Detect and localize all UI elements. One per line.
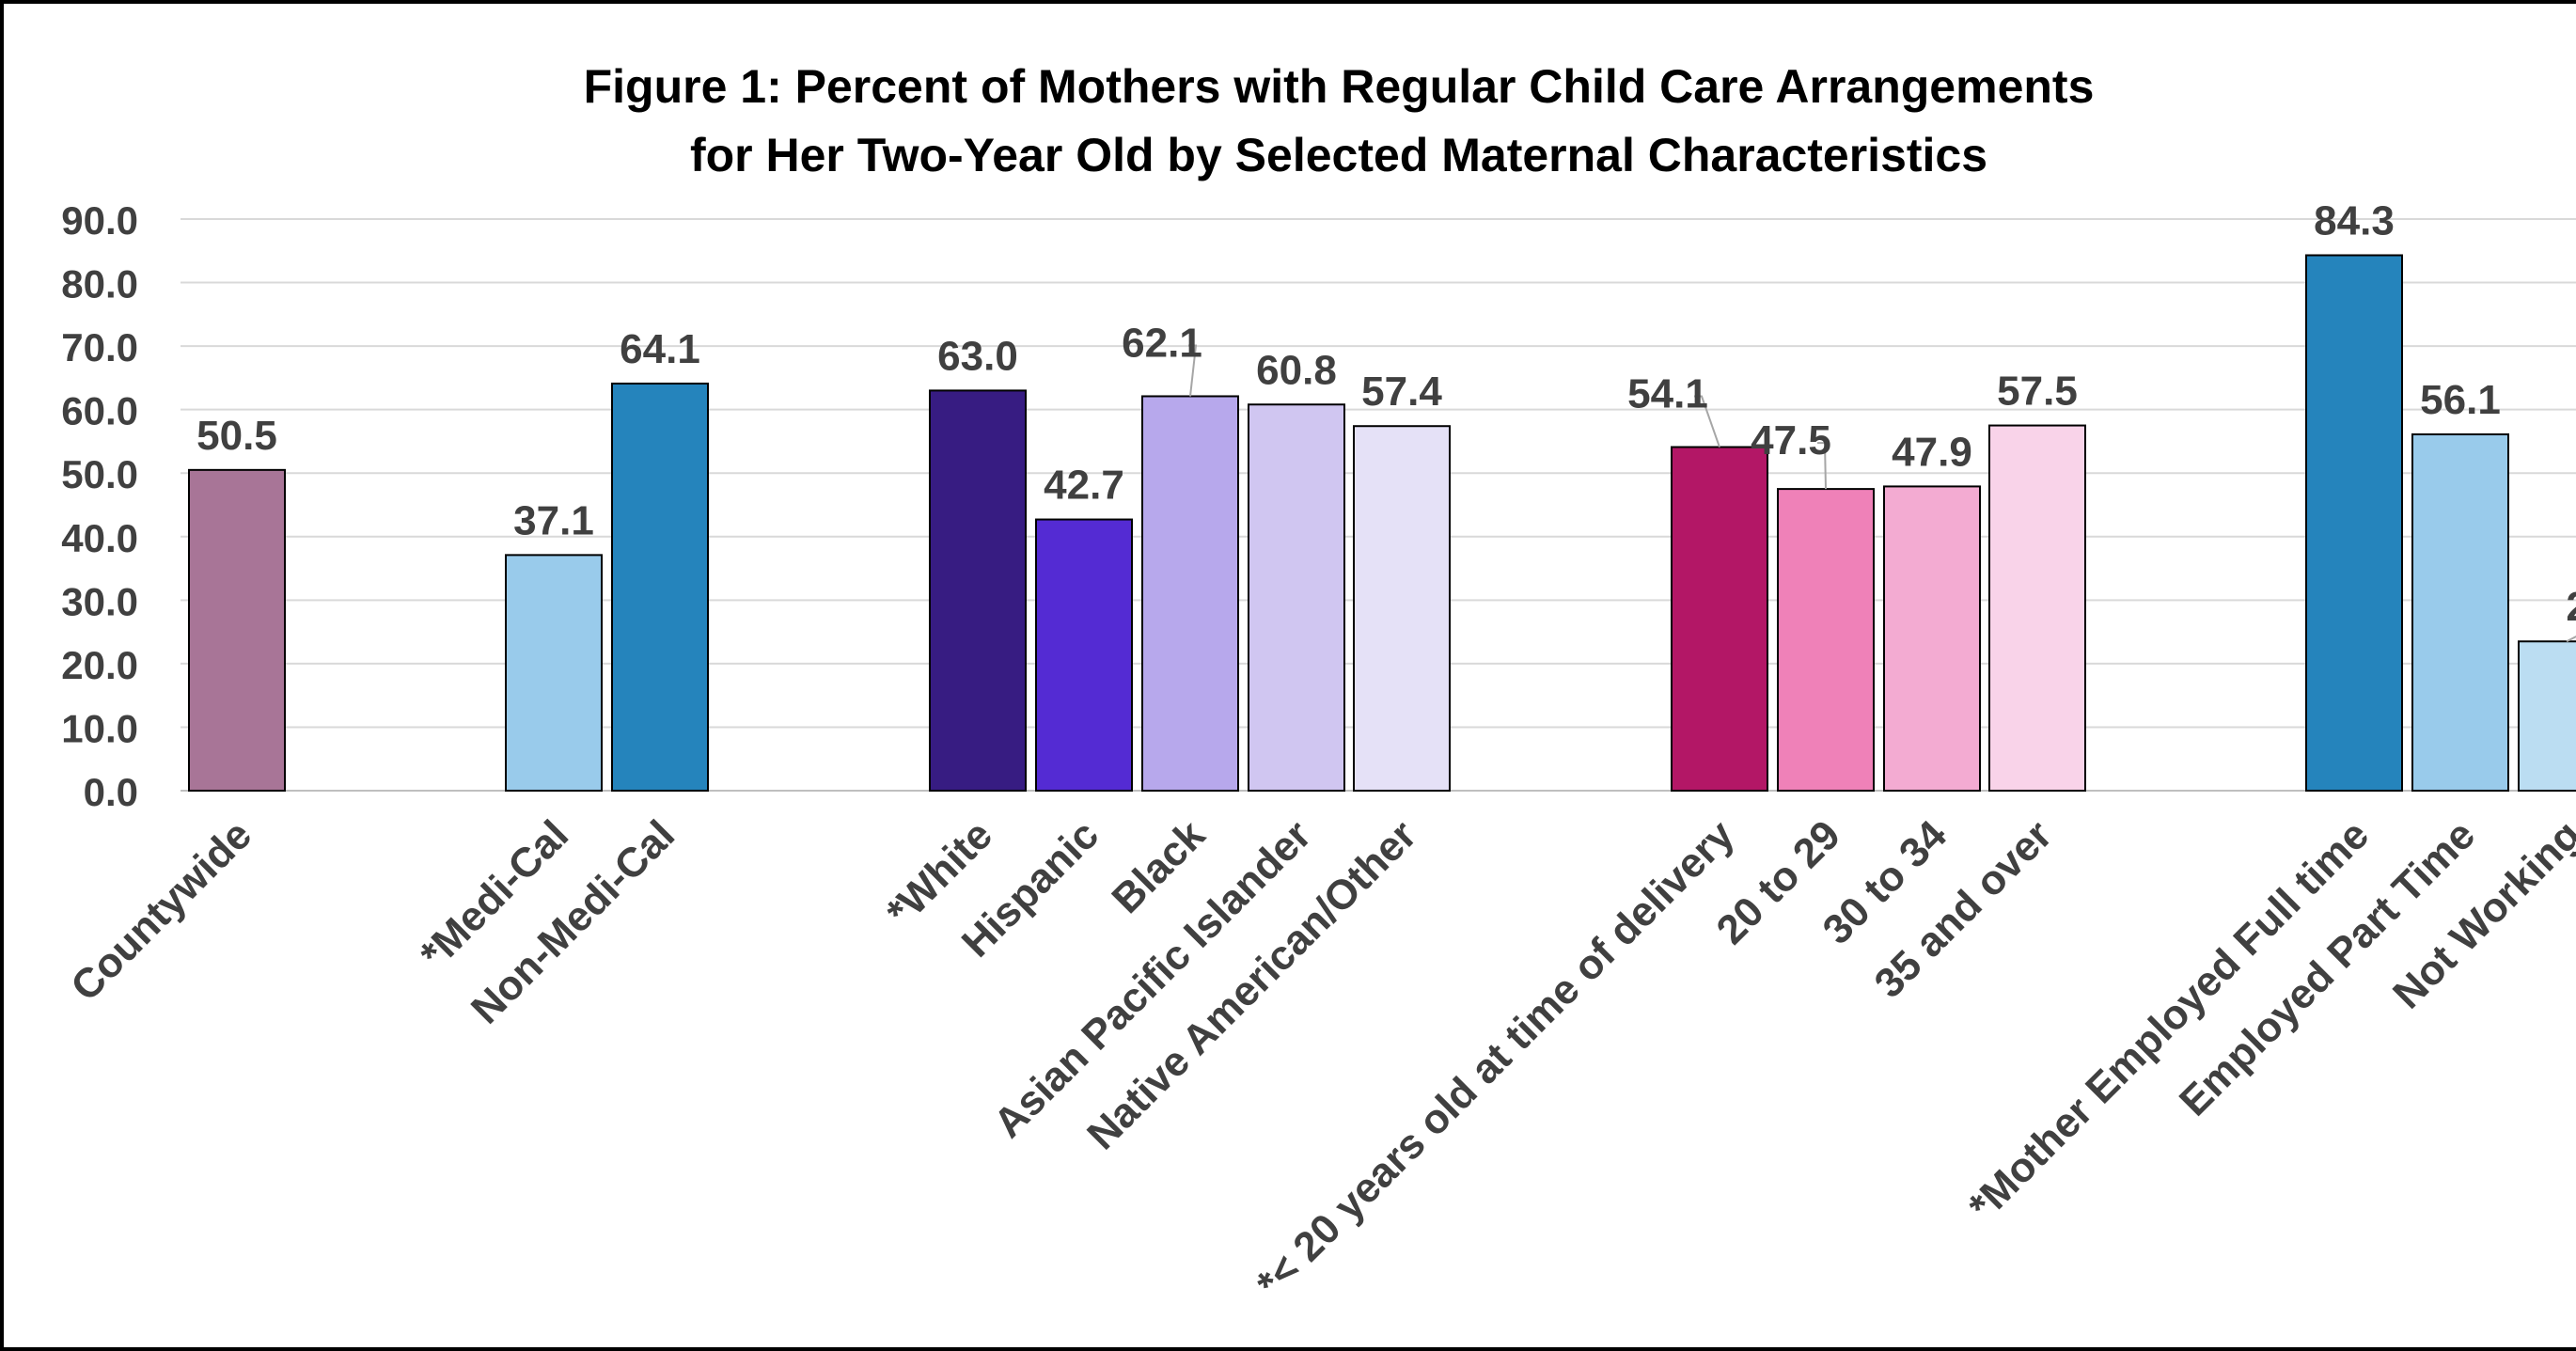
bar: [1035, 518, 1133, 792]
y-tick-label: 40.0: [61, 516, 138, 560]
data-label: 56.1: [2420, 377, 2501, 423]
y-tick-label: 20.0: [61, 643, 138, 687]
bar-chart: 0.0 10.0 20.0 30.0 40.0 50.0 60.0 70.0 80.0 90.0 5…: [61, 198, 2576, 1307]
chart-title: Figure 1: Percent of Mothers with Regula…: [4, 53, 2576, 190]
data-label: 84.3: [2314, 198, 2395, 244]
y-tick-label: 90.0: [61, 198, 138, 243]
data-label: 37.1: [513, 497, 594, 543]
data-label: 63.0: [937, 333, 1018, 379]
bar: [2305, 254, 2403, 792]
data-label-leader: [1694, 395, 1720, 448]
data-label: 47.5: [1751, 417, 1831, 463]
data-label: 54.1: [1627, 371, 1708, 417]
y-tick-label: 0.0: [84, 770, 138, 814]
data-label-leader: [1188, 344, 1198, 397]
bar: [1248, 403, 1345, 792]
data-label-leader: [1817, 442, 1827, 490]
bar: [2411, 433, 2509, 792]
y-tick-label: 70.0: [61, 325, 138, 369]
bar: [611, 382, 709, 792]
category-label: Countywide: [62, 811, 260, 1010]
bar: [2518, 640, 2576, 792]
bar: [188, 468, 286, 792]
bar: [505, 554, 603, 792]
bar: [929, 389, 1027, 792]
data-label: 47.9: [1892, 429, 1972, 475]
bar: [1988, 424, 2086, 792]
y-tick-label: 50.0: [61, 452, 138, 496]
chart-title-line-2: for Her Two-Year Old by Selected Materna…: [689, 129, 1988, 181]
bar: [1671, 446, 1768, 792]
bar: [1777, 488, 1875, 792]
bar: [1141, 395, 1239, 792]
chart-title-line-1: Figure 1: Percent of Mothers with Regula…: [583, 60, 2095, 113]
y-tick-label: 60.0: [61, 389, 138, 433]
data-label: 57.4: [1361, 369, 1442, 415]
bar: [1883, 485, 1981, 792]
bar: [1353, 425, 1451, 792]
data-label: 60.8: [1256, 347, 1337, 393]
data-label: 42.7: [1044, 463, 1124, 509]
data-label: 57.5: [1997, 369, 2078, 415]
y-tick-label: 30.0: [61, 579, 138, 623]
data-label: 64.1: [620, 326, 700, 372]
y-tick-label: 80.0: [61, 262, 138, 306]
data-label: 62.1: [1122, 320, 1202, 366]
data-label: 23.: [2566, 584, 2576, 630]
y-tick-label: 10.0: [61, 706, 138, 750]
data-label: 50.5: [196, 413, 277, 459]
